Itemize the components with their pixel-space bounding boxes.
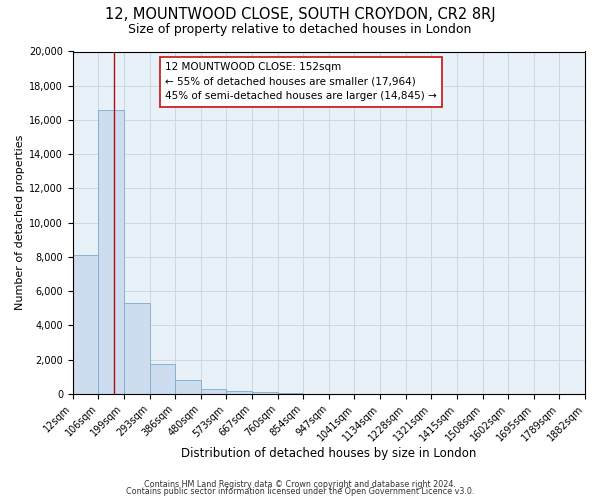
Y-axis label: Number of detached properties: Number of detached properties	[15, 135, 25, 310]
Text: Contains HM Land Registry data © Crown copyright and database right 2024.: Contains HM Land Registry data © Crown c…	[144, 480, 456, 489]
Bar	[175, 380, 201, 394]
Text: 12 MOUNTWOOD CLOSE: 152sqm
← 55% of detached houses are smaller (17,964)
45% of : 12 MOUNTWOOD CLOSE: 152sqm ← 55% of deta…	[165, 62, 437, 102]
Bar	[98, 110, 124, 394]
Bar	[252, 392, 278, 394]
Bar	[201, 388, 226, 394]
Text: Contains public sector information licensed under the Open Government Licence v3: Contains public sector information licen…	[126, 487, 474, 496]
Bar	[73, 255, 98, 394]
X-axis label: Distribution of detached houses by size in London: Distribution of detached houses by size …	[181, 447, 476, 460]
Bar	[278, 392, 303, 394]
Bar	[226, 392, 252, 394]
Bar	[124, 303, 149, 394]
Bar	[149, 364, 175, 394]
Text: 12, MOUNTWOOD CLOSE, SOUTH CROYDON, CR2 8RJ: 12, MOUNTWOOD CLOSE, SOUTH CROYDON, CR2 …	[104, 8, 496, 22]
Text: Size of property relative to detached houses in London: Size of property relative to detached ho…	[128, 22, 472, 36]
